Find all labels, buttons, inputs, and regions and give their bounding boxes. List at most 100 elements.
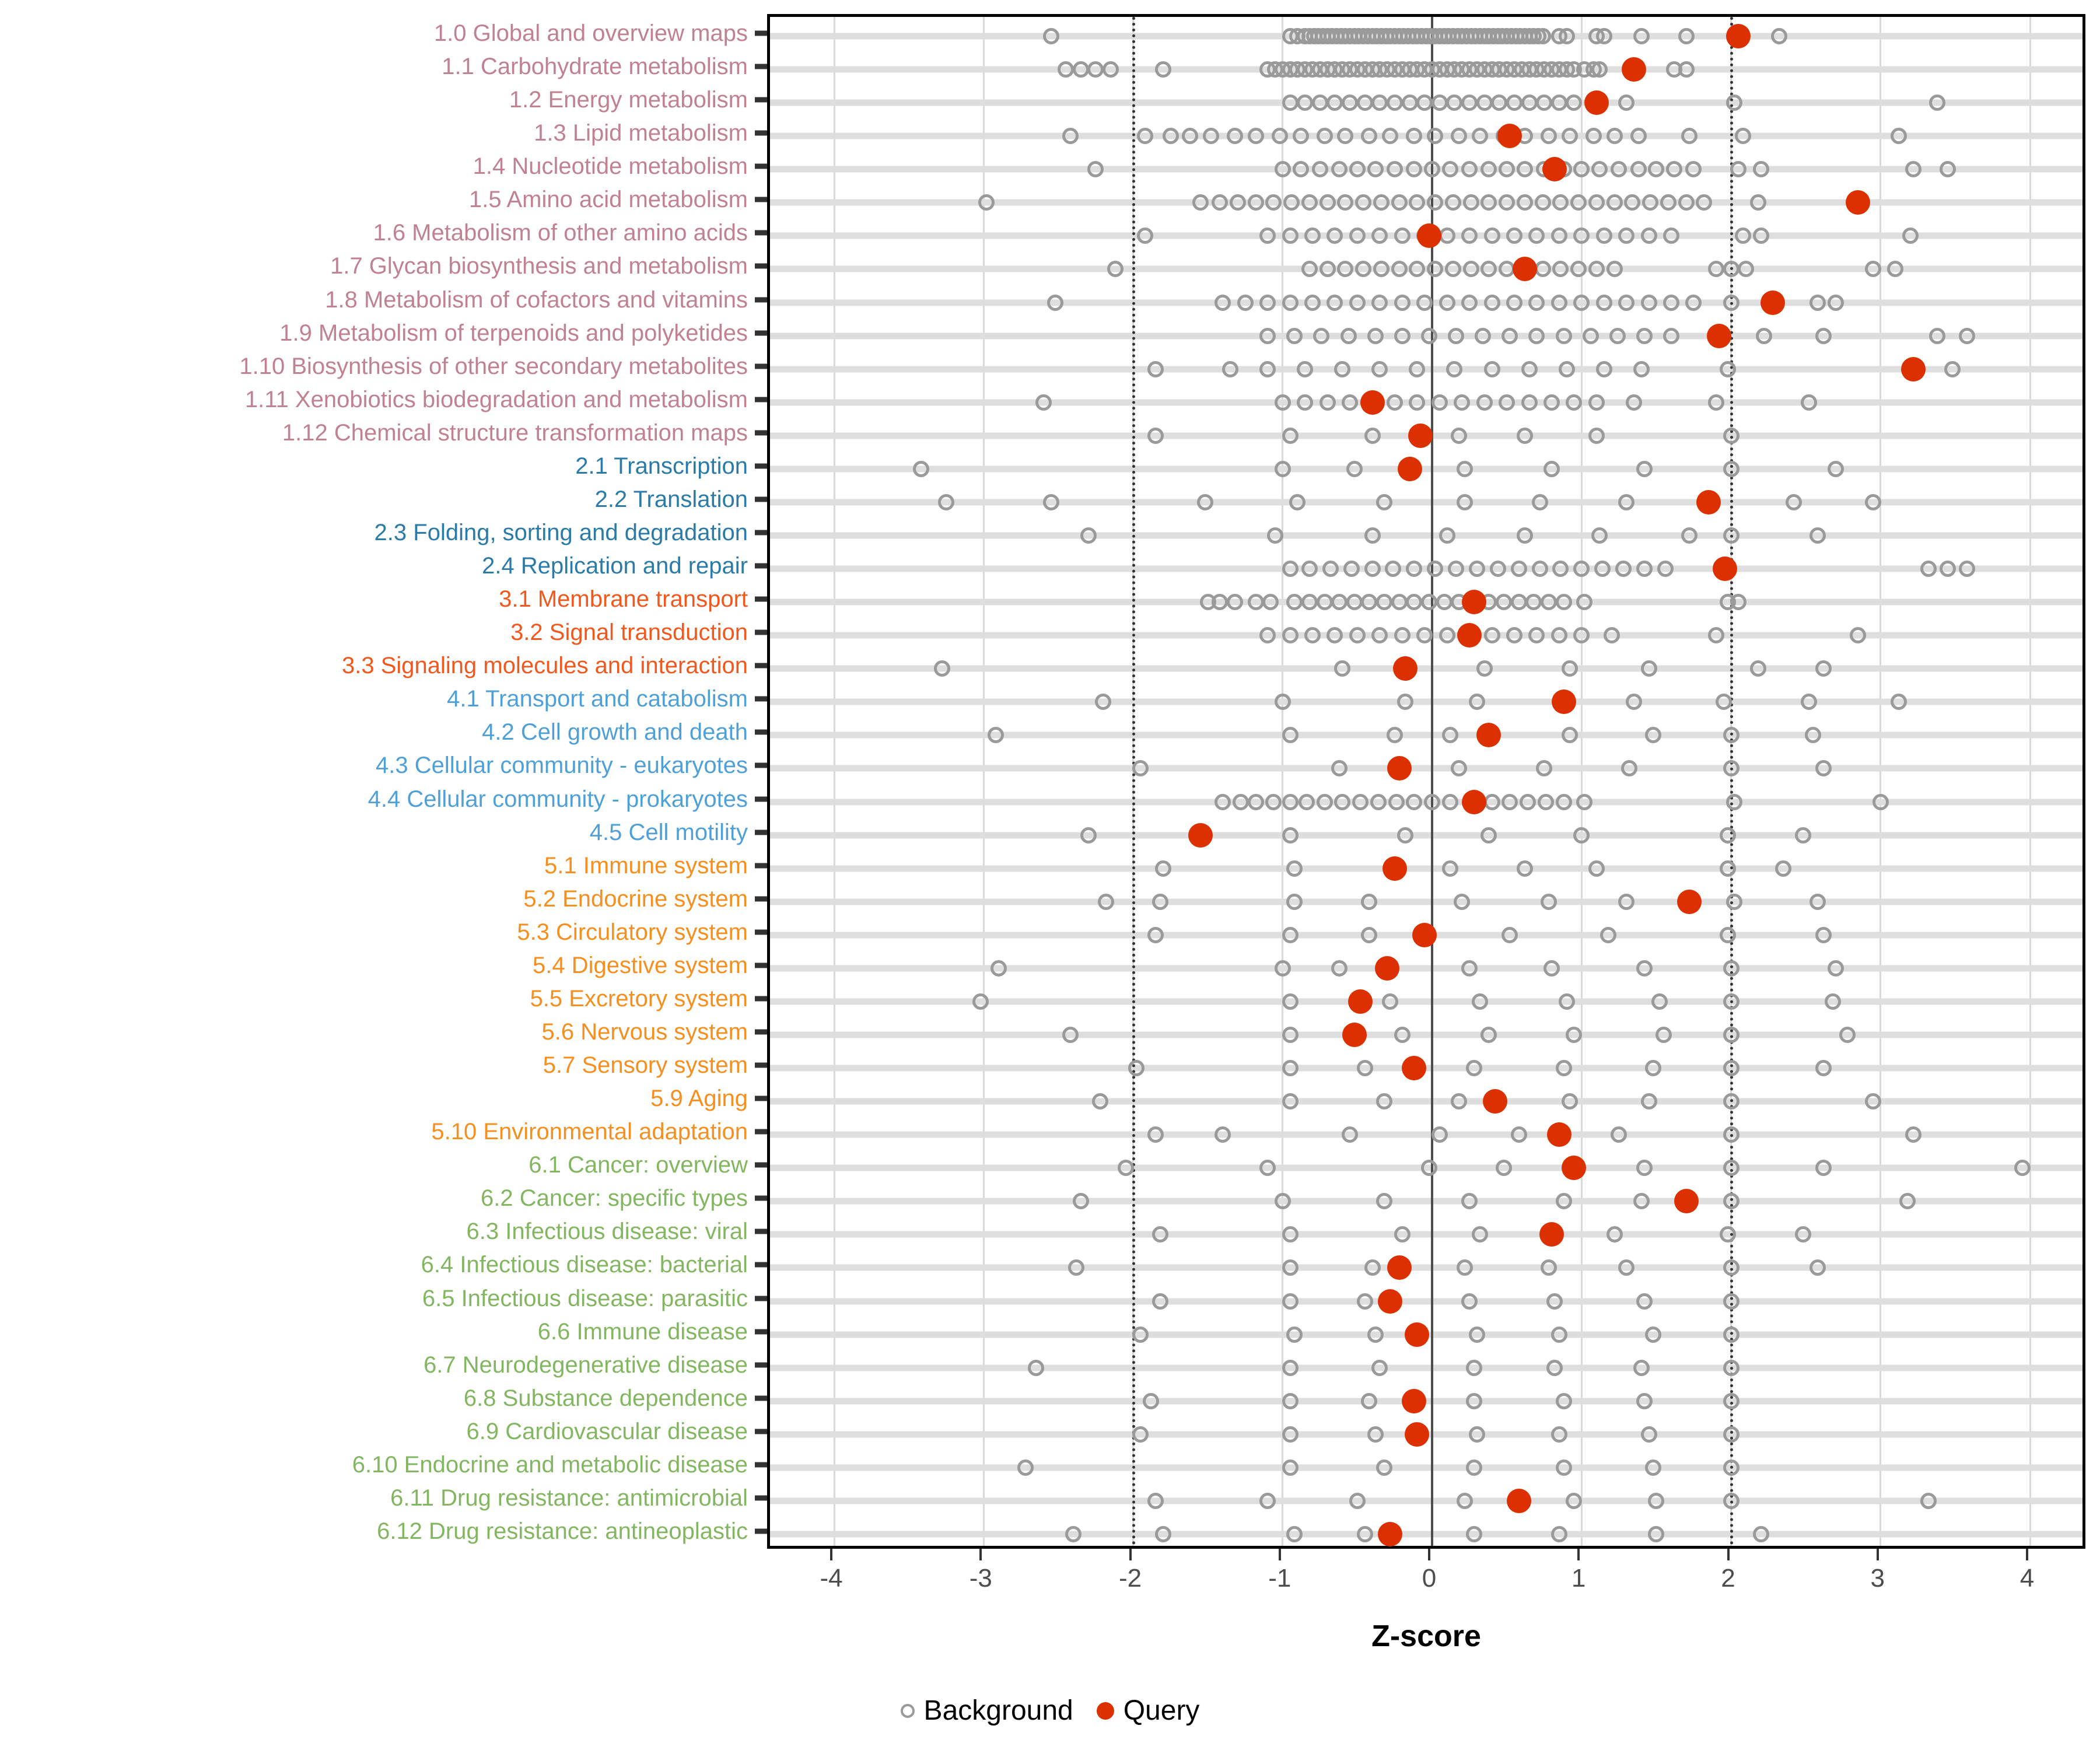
y-axis-label: 4.5 Cell motility: [589, 819, 748, 845]
background-point: [1465, 1060, 1482, 1077]
background-point: [1282, 561, 1298, 578]
background-point: [1550, 1526, 1567, 1542]
y-axis-tick: [755, 1228, 768, 1234]
background-point: [1636, 1392, 1653, 1409]
background-point: [1902, 228, 1919, 244]
background-point: [1331, 960, 1348, 977]
background-point: [1282, 827, 1298, 844]
background-point: [1386, 394, 1403, 411]
background-point: [1394, 1226, 1410, 1243]
background-point: [1606, 194, 1623, 211]
background-point: [1546, 1359, 1563, 1376]
x-axis-tick-label: -4: [820, 1564, 843, 1592]
background-point: [1815, 760, 1832, 777]
background-point: [1316, 128, 1333, 145]
background-point: [1566, 1027, 1583, 1043]
background-point: [1657, 561, 1674, 578]
background-point: [1346, 460, 1363, 477]
gridline-horizontal: [770, 1298, 2082, 1305]
gridline-horizontal: [770, 1198, 2082, 1205]
background-point: [1388, 793, 1405, 810]
background-point: [1496, 594, 1512, 611]
gridline-horizontal: [770, 1364, 2082, 1371]
background-point: [1237, 294, 1254, 311]
background-point: [1301, 261, 1318, 278]
background-point: [1480, 194, 1497, 211]
background-point: [1663, 228, 1679, 244]
background-point: [1427, 561, 1444, 578]
background-point: [1431, 394, 1448, 411]
background-point: [1645, 727, 1662, 744]
background-point: [1775, 860, 1792, 877]
background-point: [1516, 527, 1533, 544]
background-point: [1472, 128, 1488, 145]
background-point: [1102, 61, 1119, 78]
background-point: [1582, 327, 1599, 344]
query-point: [1461, 789, 1486, 814]
gridline-horizontal: [770, 1031, 2082, 1038]
background-point: [1444, 261, 1461, 278]
background-point: [1595, 228, 1612, 244]
y-axis-label: 2.2 Translation: [594, 486, 748, 512]
background-point: [1720, 360, 1737, 377]
background-point: [1510, 594, 1527, 611]
background-point: [1371, 228, 1388, 244]
y-axis-labels: 1.0 Global and overview maps 1.1 Carbohyd…: [0, 0, 768, 1552]
background-point: [1409, 261, 1426, 278]
y-axis-tick: [755, 1495, 768, 1501]
gridline-vertical: [1880, 17, 1882, 1546]
y-axis-label: 1.10 Biosynthesis of other secondary met…: [239, 353, 748, 379]
background-point: [1331, 594, 1348, 611]
query-point: [1457, 623, 1482, 648]
background-point: [1723, 993, 1740, 1010]
background-point: [1633, 1193, 1650, 1210]
background-point: [1427, 194, 1444, 211]
background-point: [1685, 161, 1702, 178]
query-point: [1412, 922, 1437, 947]
y-axis-tick: [755, 729, 768, 735]
background-point: [1282, 94, 1298, 111]
query-point: [1402, 1056, 1427, 1081]
background-point: [1726, 893, 1742, 910]
background-point: [1723, 1259, 1740, 1276]
background-point: [1480, 161, 1497, 178]
query-point: [1408, 423, 1433, 448]
gridline-vertical: [2029, 17, 2031, 1546]
background-point: [1645, 1326, 1662, 1343]
background-point: [1465, 1526, 1482, 1542]
background-point: [1621, 760, 1638, 777]
background-point: [1282, 1293, 1298, 1310]
background-point: [1720, 827, 1737, 844]
background-point: [1827, 460, 1844, 477]
background-point: [1633, 28, 1650, 44]
background-point: [1864, 261, 1881, 278]
background-point: [1905, 161, 1922, 178]
background-point: [1483, 360, 1500, 377]
gridline-horizontal: [770, 732, 2082, 738]
gridline-horizontal: [770, 1231, 2082, 1238]
y-axis-tick: [755, 1395, 768, 1401]
background-point: [1396, 827, 1413, 844]
background-point: [1361, 893, 1378, 910]
background-point: [1528, 228, 1545, 244]
background-point: [1137, 228, 1153, 244]
background-point: [1839, 1027, 1856, 1043]
background-point: [1723, 1392, 1740, 1409]
background-point: [1259, 228, 1276, 244]
y-axis-label: 3.3 Signaling molecules and interaction: [342, 653, 748, 679]
background-point: [1636, 960, 1653, 977]
background-point: [1438, 294, 1455, 311]
background-point: [1561, 128, 1578, 145]
background-point: [1618, 494, 1635, 510]
background-point: [1448, 327, 1464, 344]
y-axis-tick: [755, 629, 768, 635]
gridline-vertical: [833, 17, 835, 1546]
background-point: [1304, 627, 1321, 644]
background-point: [1326, 94, 1343, 111]
query-point: [1760, 290, 1786, 315]
background-point: [1286, 893, 1303, 910]
background-point: [1355, 261, 1372, 278]
y-axis-tick: [755, 1029, 768, 1035]
background-point: [1537, 793, 1554, 810]
background-point: [1506, 627, 1522, 644]
